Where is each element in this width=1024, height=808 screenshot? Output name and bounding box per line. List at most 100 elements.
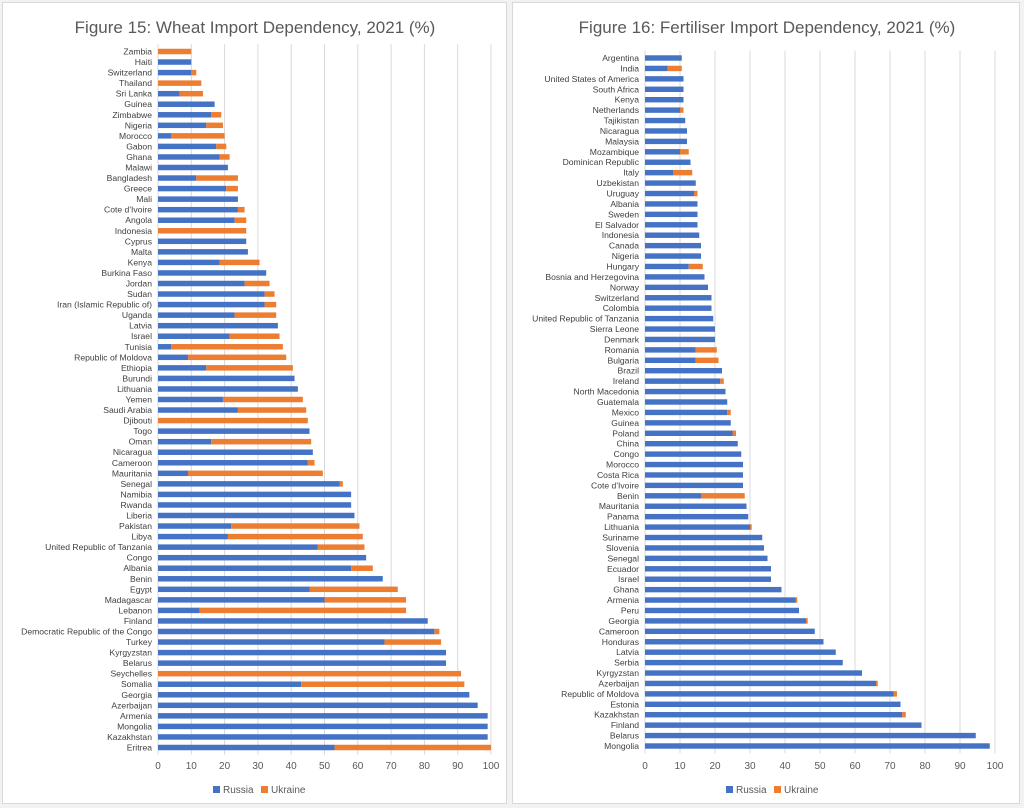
category-label: Congo <box>614 449 640 459</box>
x-tick-label: 70 <box>884 761 896 772</box>
category-label: Canada <box>609 241 639 251</box>
category-label: Oman <box>129 437 153 447</box>
category-label: Kyrgyzstan <box>596 668 639 678</box>
category-label: Kenya <box>615 95 640 105</box>
fertiliser-chart-title: Figure 16: Fertiliser Import Dependency,… <box>579 18 956 37</box>
x-tick-label: 80 <box>419 761 431 772</box>
category-label: Albania <box>123 563 152 573</box>
bar-russia-eritrea <box>158 744 335 751</box>
category-label: Lebanon <box>119 605 153 615</box>
bar-russia-brazil <box>645 368 722 374</box>
bar-russia-lithuania <box>158 386 298 392</box>
bar-ukraine-poland <box>732 430 736 436</box>
x-tick-label: 100 <box>483 761 500 772</box>
bar-russia-mauritania <box>158 470 188 477</box>
bar-russia-saudi-arabia <box>158 407 238 413</box>
category-label: Estonia <box>610 699 639 709</box>
category-label: Slovenia <box>606 543 639 553</box>
category-label: Norway <box>610 282 640 292</box>
bar-russia-rwanda <box>158 502 352 508</box>
category-label: Burundi <box>122 373 152 383</box>
bar-ukraine-indonesia <box>158 228 247 234</box>
bar-russia-yemen <box>158 396 223 403</box>
x-tick-label: 90 <box>954 761 966 772</box>
bar-ukraine-bangladesh <box>196 175 238 181</box>
bar-russia-honduras <box>645 639 824 645</box>
bar-ukraine-egypt <box>309 586 398 593</box>
bar-russia-mauritania <box>645 503 747 509</box>
bar-russia-tunisia <box>158 344 172 350</box>
bar-ukraine-zimbabwe <box>211 112 222 118</box>
bar-russia-greece <box>158 185 227 192</box>
bar-russia-united-republic-of-tanzania <box>158 544 318 550</box>
bar-russia-guatemala <box>645 399 728 405</box>
x-tick-label: 40 <box>779 761 791 772</box>
bar-russia-finland <box>645 722 922 728</box>
bar-russia-albania <box>158 565 352 571</box>
bar-ukraine-jordan <box>244 280 270 287</box>
category-label: Iran (Islamic Republic of) <box>57 300 152 310</box>
bar-russia-nicaragua <box>645 128 687 134</box>
bar-ukraine-georgia <box>806 618 808 624</box>
bar-ukraine-sri-lanka <box>179 90 203 97</box>
category-label: Serbia <box>614 658 639 668</box>
category-label: Uruguay <box>607 189 640 199</box>
bar-russia-costa-rica <box>645 472 743 478</box>
category-label: Indonesia <box>602 230 639 240</box>
category-label: Ireland <box>613 376 639 386</box>
category-label: Tunisia <box>125 342 153 352</box>
category-label: Romania <box>605 345 640 355</box>
bar-russia-cote-d-ivoire <box>158 206 238 213</box>
category-label: Bulgaria <box>607 355 639 365</box>
category-label: Cameroon <box>112 458 152 468</box>
category-label: Rwanda <box>120 500 152 510</box>
category-label: Democratic Republic of the Congo <box>21 627 152 637</box>
category-label: Nigeria <box>612 251 639 261</box>
wheat-chart-svg: Figure 15: Wheat Import Dependency, 2021… <box>21 18 500 796</box>
category-label: Latvia <box>129 321 152 331</box>
bar-russia-mozambique <box>645 149 680 155</box>
bar-russia-kenya <box>645 96 684 103</box>
bar-russia-morocco <box>645 461 743 468</box>
bar-russia-benin <box>158 576 383 582</box>
bar-russia-cameroon <box>645 628 815 635</box>
category-label: Georgia <box>608 616 639 626</box>
legend-label-ukraine: Ukraine <box>784 785 819 796</box>
category-label: Belarus <box>610 731 639 741</box>
category-label: Tajikistan <box>604 116 640 126</box>
bar-ukraine-italy <box>673 169 693 176</box>
bar-russia-congo <box>158 554 367 561</box>
bar-ukraine-iran-islamic-republic-of <box>264 301 277 308</box>
category-label: North Macedonia <box>574 387 640 397</box>
bar-russia-bulgaria <box>645 357 696 364</box>
bar-russia-sweden <box>645 211 698 218</box>
bar-russia-ecuador <box>645 566 771 572</box>
bar-ukraine-israel <box>229 333 280 339</box>
x-tick-label: 100 <box>987 761 1004 772</box>
bar-russia-canada <box>645 242 701 249</box>
category-label: United Republic of Tanzania <box>45 542 152 552</box>
category-label: Somalia <box>121 679 152 689</box>
category-label: Ghana <box>126 152 152 162</box>
category-label: Malta <box>131 247 152 257</box>
bar-ukraine-republic-of-moldova <box>893 691 897 697</box>
category-label: Dominican Republic <box>563 157 640 167</box>
bar-russia-azerbaijan <box>158 702 478 709</box>
bar-russia-belarus <box>158 660 447 666</box>
bar-russia-cyprus <box>158 238 247 245</box>
bar-russia-madagascar <box>158 597 325 603</box>
bar-ukraine-tunisia <box>171 344 283 350</box>
category-label: Mali <box>136 194 152 204</box>
bar-russia-georgia <box>645 618 806 624</box>
bar-russia-congo <box>645 451 742 457</box>
category-label: Ecuador <box>607 564 639 574</box>
bar-russia-nigeria <box>645 253 701 259</box>
category-label: Cote d'Ivoire <box>104 205 152 215</box>
bar-russia-haiti <box>158 59 192 65</box>
bar-ukraine-thailand <box>158 80 202 86</box>
bar-ukraine-djibouti <box>158 417 308 424</box>
x-tick-label: 20 <box>709 761 721 772</box>
legend-swatch-ukraine <box>261 786 268 793</box>
category-label: Sierra Leone <box>590 324 639 334</box>
bar-russia-benin <box>645 493 701 499</box>
